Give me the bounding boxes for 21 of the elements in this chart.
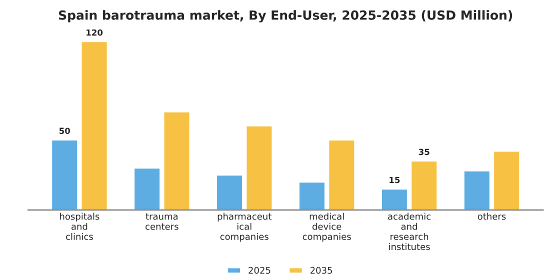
x-tick-label: medical device companies [302,212,351,242]
data-label: 50 [59,128,70,134]
bar [50,139,78,210]
x-tick-label: trauma centers [146,213,178,230]
data-label: 15 [390,176,400,184]
x-tick-label: pharmaceut ical companies [218,212,272,242]
data-label: 120 [86,29,103,36]
bar [245,125,274,210]
x-tick-label: others [478,212,506,220]
x-tick-label: hospitals and clinics [60,212,100,240]
x-tick-label: academic and research institutes [388,212,431,250]
bar [162,111,191,210]
bar [133,167,161,210]
legend-label: 2025 [248,266,270,274]
legend-label: 2035 [310,266,332,274]
bar [80,40,108,210]
bar [328,139,356,210]
data-label: 35 [418,148,430,156]
chart-title: Spain barotrauma market, By End-User, 2025-2035 (USD Million) [58,10,512,22]
bar [216,174,244,210]
bar [298,181,326,210]
